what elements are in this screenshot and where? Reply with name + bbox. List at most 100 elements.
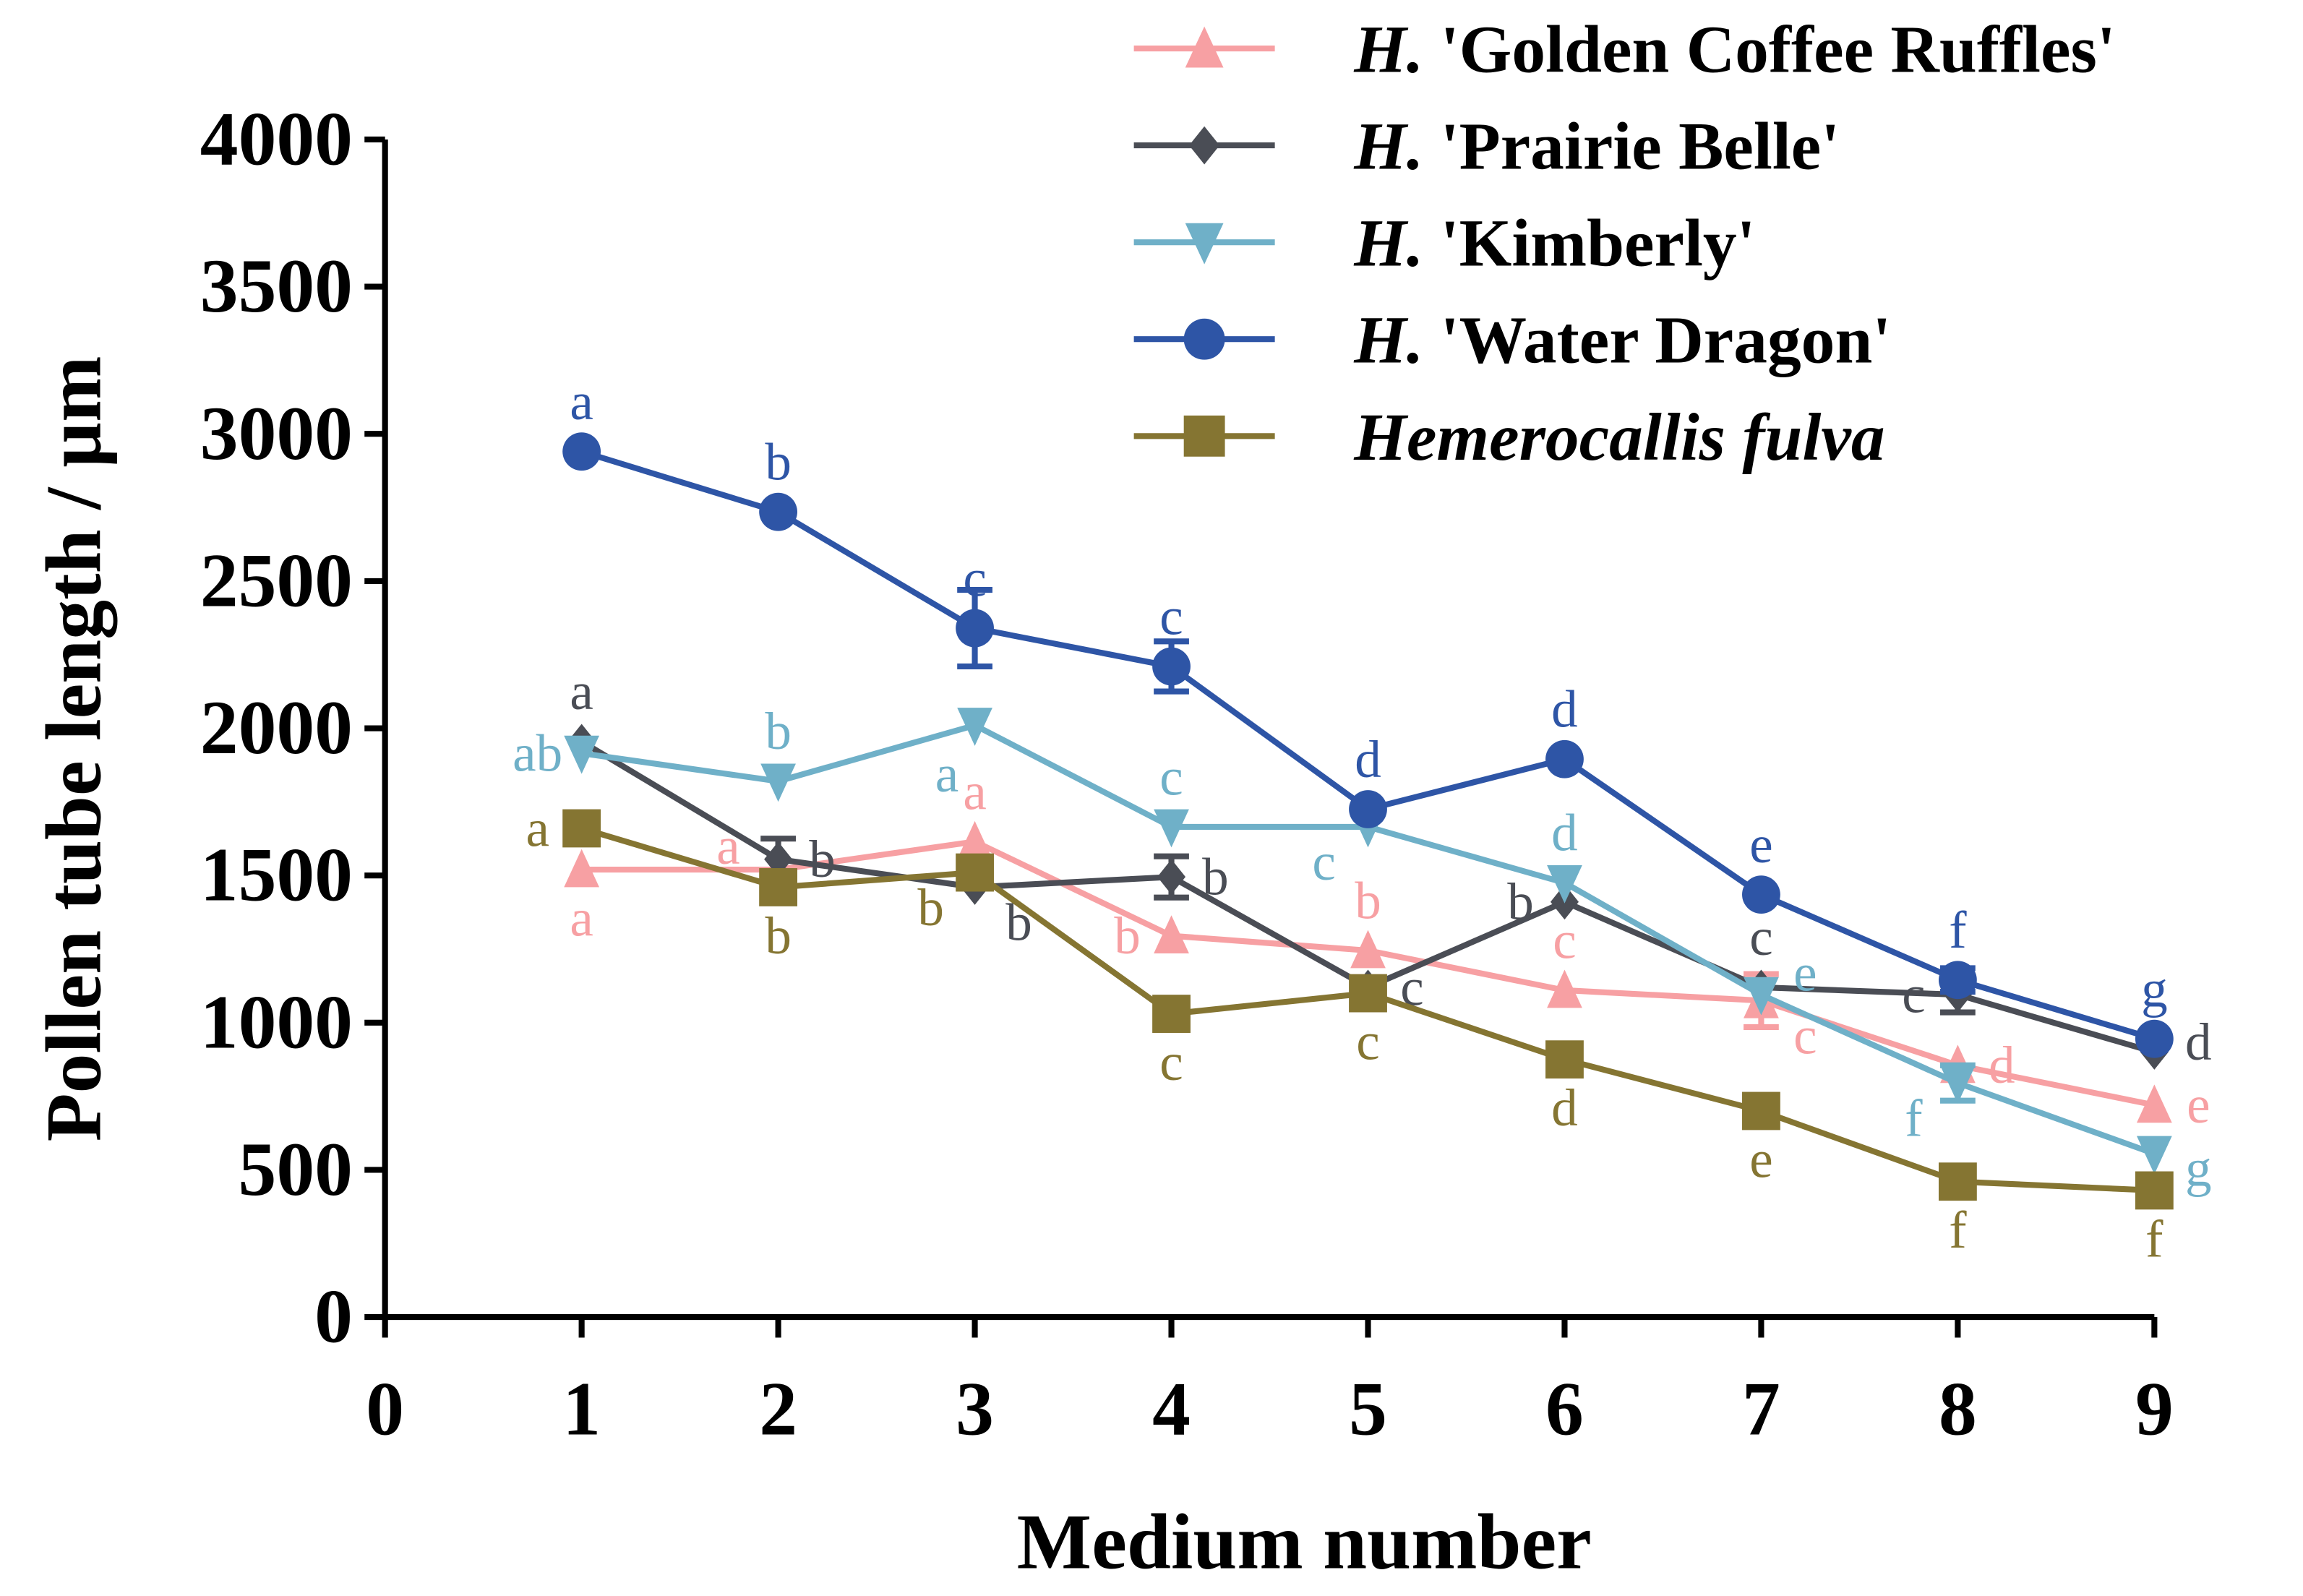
significance-letter: b — [765, 702, 792, 760]
y-tick-label: 4000 — [200, 97, 353, 181]
x-tick-label: 9 — [2135, 1367, 2174, 1451]
significance-letter: a — [570, 372, 593, 431]
circle-marker — [1742, 875, 1780, 914]
significance-letter: c — [1159, 747, 1183, 806]
significance-letter: b — [1202, 848, 1229, 906]
significance-letter: e — [1749, 815, 1772, 874]
square-marker — [1545, 1040, 1584, 1079]
square-marker — [1938, 1162, 1977, 1201]
significance-letter: a — [526, 799, 549, 857]
y-tick-label: 1000 — [200, 979, 353, 1064]
significance-letter: d — [1355, 730, 1381, 789]
triangle-down-marker — [1744, 977, 1779, 1016]
square-marker — [759, 868, 798, 906]
significance-letter: c — [1356, 1012, 1379, 1071]
significance-letter: c — [1159, 1033, 1183, 1091]
y-tick-label: 2000 — [200, 685, 353, 770]
significance-letter: e — [1793, 943, 1817, 1002]
significance-letter: b — [809, 830, 836, 888]
triangle-up-marker — [2136, 1084, 2172, 1123]
circle-marker — [2135, 1019, 2174, 1058]
square-marker — [1183, 415, 1225, 457]
triangle-up-marker — [1350, 930, 1386, 969]
triangle-down-marker — [2136, 1136, 2172, 1175]
significance-letter: f — [1949, 1201, 1967, 1259]
triangle-up-marker — [1547, 969, 1582, 1008]
x-tick-label: 6 — [1545, 1367, 1584, 1451]
square-marker — [562, 809, 601, 848]
significance-letter: b — [765, 432, 792, 491]
y-tick-label: 3000 — [200, 391, 353, 476]
significance-letter: c — [1902, 965, 1925, 1024]
circle-marker — [1183, 318, 1225, 360]
circle-marker — [759, 492, 798, 531]
circle-marker — [956, 609, 994, 648]
y-tick-label: 1500 — [200, 833, 353, 917]
axes: 0 500 1000 1500 2000 2500 3000 3500 4000 0 1 2 3 4 5 6 7… — [200, 97, 2174, 1451]
square-marker — [2135, 1171, 2174, 1210]
triangle-up-marker — [957, 820, 992, 859]
significance-letter: b — [1114, 906, 1141, 965]
significance-letter: a — [570, 662, 593, 721]
significance-letter: d — [1989, 1036, 2015, 1094]
circle-marker — [562, 432, 601, 471]
triangle-up-marker — [564, 849, 600, 888]
y-tick-label: 0 — [314, 1274, 353, 1359]
significance-letter: a — [963, 763, 986, 821]
legend: H. 'Golden Coffee Ruffles' H. 'Prairie Be… — [1133, 13, 2116, 475]
square-marker — [1152, 995, 1191, 1033]
significance-letter: b — [917, 878, 944, 937]
legend-label: H. 'Prairie Belle' — [1353, 110, 1840, 184]
significance-letter: ab — [513, 724, 562, 783]
significance-letter: b — [765, 906, 792, 965]
x-tick-label: 0 — [366, 1367, 404, 1451]
diamond-marker — [1157, 859, 1186, 895]
triangle-down-marker — [1185, 223, 1224, 265]
significance-letter: g — [2141, 959, 2168, 1018]
triangle-down-marker — [1547, 864, 1582, 904]
x-tick-label: 8 — [1939, 1367, 1977, 1451]
significance-letter: c — [1553, 911, 1576, 969]
circle-marker — [1349, 790, 1387, 828]
triangle-up-marker — [1185, 26, 1224, 68]
legend-item: H. 'Kimberly' — [1133, 207, 1756, 281]
significance-letter: b — [1355, 871, 1381, 930]
triangle-down-marker — [760, 763, 796, 802]
significance-letter: e — [1749, 1130, 1772, 1188]
square-marker — [1742, 1091, 1780, 1130]
x-tick-label: 4 — [1152, 1367, 1191, 1451]
y-tick-label: 3500 — [200, 244, 353, 328]
legend-item: H. 'Prairie Belle' — [1133, 110, 1840, 184]
triangle-down-marker — [957, 708, 992, 746]
legend-label: H. 'Golden Coffee Ruffles' — [1353, 13, 2115, 87]
triangle-down-marker — [564, 735, 600, 774]
significance-letter: b — [1507, 872, 1534, 931]
diamond-marker — [1189, 126, 1220, 165]
circle-marker — [1938, 961, 1977, 1000]
circle-marker — [1152, 647, 1191, 686]
triangle-down-marker — [1154, 809, 1189, 848]
significance-letter: f — [1905, 1089, 1923, 1147]
triangle-down-marker — [1940, 1065, 1976, 1104]
triangle-up-marker — [1154, 915, 1189, 954]
significance-letter: e — [2187, 1076, 2210, 1134]
significance-letter: c — [1749, 908, 1772, 966]
significance-letter: d — [1551, 804, 1578, 862]
legend-item: H. 'Water Dragon' — [1133, 304, 1891, 378]
square-marker — [956, 853, 994, 892]
x-axis-label: Medium number — [1017, 1497, 1592, 1585]
significance-letter: d — [2185, 1013, 2212, 1071]
x-tick-label: 1 — [562, 1367, 601, 1451]
x-tick-label: 2 — [759, 1367, 797, 1451]
significance-letter: c — [963, 549, 986, 607]
legend-item: H. 'Golden Coffee Ruffles' — [1133, 13, 2116, 87]
significance-letter: d — [1551, 680, 1578, 739]
x-tick-label: 3 — [956, 1367, 994, 1451]
legend-label: H. 'Kimberly' — [1353, 207, 1755, 281]
